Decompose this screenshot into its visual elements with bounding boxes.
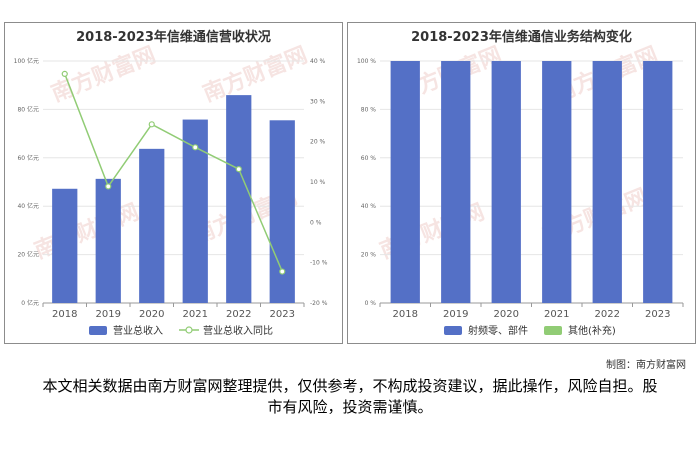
- y-tick-label: 20 亿元: [17, 251, 39, 259]
- legend-swatch: [89, 326, 107, 335]
- yoy-line: [64, 73, 283, 272]
- y-tick-label: 40 亿元: [17, 202, 39, 210]
- bar: [592, 61, 622, 303]
- x-tick-label: 2019: [96, 309, 121, 320]
- bar: [95, 178, 121, 303]
- legend-label: 营业总收入同比: [203, 324, 273, 337]
- bar: [491, 61, 521, 303]
- y-right-tick-label: -10 %: [310, 260, 328, 267]
- x-tick-label: 2018: [52, 309, 77, 320]
- bar: [390, 61, 420, 303]
- yoy-point: [235, 165, 242, 173]
- y-tick-label: 100 %: [357, 58, 376, 65]
- x-tick-label: 2022: [595, 309, 620, 320]
- legend-swatch: [185, 326, 193, 334]
- y-right-tick-label: 10 %: [310, 179, 326, 186]
- y-tick-label: 40 %: [361, 203, 377, 210]
- y-tick-label: 60 %: [361, 155, 377, 162]
- yoy-point: [105, 183, 112, 190]
- chart-title: 2018-2023年信维通信业务结构变化: [411, 30, 632, 45]
- y-right-tick-label: 40 %: [310, 58, 326, 65]
- y-tick-label: 20 %: [361, 252, 377, 259]
- x-tick-label: 2023: [645, 309, 670, 320]
- y-right-tick-label: 30 %: [310, 98, 326, 105]
- legend-label: 射频零、部件: [468, 324, 528, 337]
- watermark-text: 南方财富网: [199, 42, 311, 107]
- yoy-point: [148, 121, 155, 128]
- legend-swatch: [444, 326, 462, 335]
- x-tick-label: 2021: [183, 309, 208, 320]
- disclaimer-text: 本文相关数据由南方财富网整理提供，仅供参考，不构成投资建议，据此操作，风险自担。…: [42, 377, 658, 416]
- bar: [441, 61, 471, 303]
- business-structure-chart: 南方财富网南方财富网南方财富网南方财富网0 %20 %40 %60 %80 %1…: [357, 42, 684, 337]
- revenue-chart-panel: 2018-2023年信维通信营收状况 南方财富网南方财富网南方财富网南方财富网0…: [4, 22, 343, 344]
- y-tick-label: 0 亿元: [21, 299, 39, 307]
- x-tick-label: 2019: [443, 309, 468, 320]
- bar: [226, 95, 252, 303]
- yoy-point: [192, 144, 199, 151]
- chart-credit: 制图：南方财富网: [606, 360, 686, 371]
- y-right-tick-label: 0 %: [310, 219, 322, 226]
- y-tick-label: 100 亿元: [14, 57, 39, 65]
- y-right-tick-label: 20 %: [310, 139, 326, 146]
- x-tick-label: 2021: [544, 309, 569, 320]
- bar: [139, 148, 165, 303]
- y-tick-label: 80 %: [361, 106, 377, 113]
- bar: [643, 61, 673, 303]
- x-tick-label: 2020: [139, 309, 164, 320]
- legend-swatch: [544, 326, 562, 335]
- x-tick-label: 2023: [270, 309, 295, 320]
- bar: [542, 61, 572, 303]
- x-tick-label: 2018: [393, 309, 418, 320]
- y-right-tick-label: -20 %: [310, 300, 328, 307]
- y-tick-label: 0 %: [365, 300, 377, 307]
- x-tick-label: 2022: [226, 309, 251, 320]
- bar: [269, 120, 295, 303]
- y-tick-label: 60 亿元: [17, 154, 39, 162]
- business-structure-chart-panel: 2018-2023年信维通信业务结构变化 南方财富网南方财富网南方财富网南方财富…: [347, 22, 696, 344]
- yoy-point: [279, 268, 286, 275]
- y-tick-label: 80 亿元: [17, 105, 39, 113]
- legend-label: 其他(补充): [568, 324, 616, 337]
- yoy-point: [61, 70, 68, 78]
- legend-label: 营业总收入: [113, 324, 163, 337]
- x-tick-label: 2020: [494, 309, 519, 320]
- chart-title: 2018-2023年信维通信营收状况: [76, 30, 271, 45]
- bar: [52, 188, 78, 303]
